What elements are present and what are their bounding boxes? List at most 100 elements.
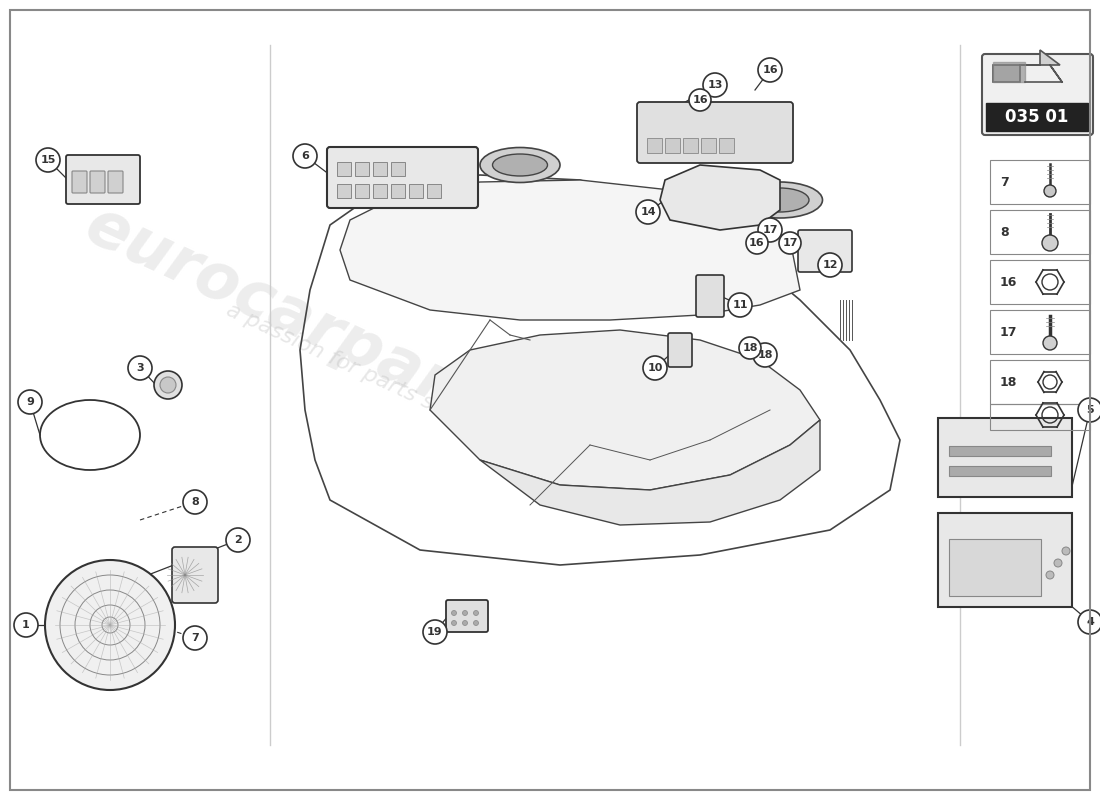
Polygon shape [480, 420, 820, 525]
Circle shape [754, 343, 777, 367]
Text: 1: 1 [22, 620, 30, 630]
FancyBboxPatch shape [938, 513, 1072, 607]
Text: 9: 9 [26, 397, 34, 407]
Circle shape [128, 356, 152, 380]
FancyBboxPatch shape [986, 103, 1088, 131]
FancyBboxPatch shape [949, 539, 1041, 596]
FancyBboxPatch shape [390, 184, 405, 198]
Text: 18: 18 [757, 350, 772, 360]
FancyBboxPatch shape [327, 147, 478, 208]
Circle shape [1054, 559, 1062, 567]
FancyBboxPatch shape [683, 138, 698, 153]
Text: 5: 5 [1086, 405, 1093, 415]
FancyBboxPatch shape [701, 138, 716, 153]
FancyBboxPatch shape [72, 171, 87, 193]
Circle shape [636, 200, 660, 224]
Ellipse shape [737, 182, 823, 218]
Circle shape [154, 371, 182, 399]
Text: 16: 16 [1000, 275, 1018, 289]
Text: 2: 2 [234, 535, 242, 545]
Circle shape [644, 356, 667, 380]
Circle shape [226, 528, 250, 552]
Circle shape [36, 148, 60, 172]
Text: 16: 16 [762, 65, 778, 75]
FancyBboxPatch shape [719, 138, 734, 153]
FancyBboxPatch shape [66, 155, 140, 204]
Text: 8: 8 [191, 497, 199, 507]
Ellipse shape [493, 154, 548, 176]
Circle shape [779, 232, 801, 254]
FancyBboxPatch shape [108, 171, 123, 193]
Text: 17: 17 [782, 238, 797, 248]
Text: 6: 6 [301, 151, 309, 161]
FancyBboxPatch shape [647, 138, 662, 153]
Circle shape [818, 253, 842, 277]
Circle shape [1046, 571, 1054, 579]
FancyBboxPatch shape [949, 466, 1050, 476]
Circle shape [183, 490, 207, 514]
Text: 3: 3 [136, 363, 144, 373]
FancyBboxPatch shape [427, 184, 441, 198]
Circle shape [473, 621, 478, 626]
Circle shape [18, 390, 42, 414]
Text: 035 01: 035 01 [1005, 108, 1069, 126]
FancyBboxPatch shape [409, 184, 424, 198]
Circle shape [45, 560, 175, 690]
Text: 17: 17 [762, 225, 778, 235]
Text: 16: 16 [692, 95, 707, 105]
Circle shape [703, 73, 727, 97]
FancyBboxPatch shape [373, 184, 387, 198]
FancyBboxPatch shape [798, 230, 852, 272]
Circle shape [160, 377, 176, 393]
Circle shape [746, 232, 768, 254]
FancyBboxPatch shape [637, 102, 793, 163]
Text: 18: 18 [1000, 375, 1018, 389]
FancyBboxPatch shape [668, 333, 692, 367]
FancyBboxPatch shape [666, 138, 680, 153]
Circle shape [473, 610, 478, 615]
Circle shape [689, 89, 711, 111]
Circle shape [462, 610, 468, 615]
Circle shape [728, 293, 752, 317]
Text: 14: 14 [640, 207, 656, 217]
Text: eurocarparts: eurocarparts [76, 194, 524, 446]
Text: 8: 8 [1000, 226, 1009, 238]
Text: 10: 10 [647, 363, 662, 373]
Circle shape [1078, 610, 1100, 634]
FancyBboxPatch shape [373, 162, 387, 176]
Polygon shape [660, 165, 780, 230]
FancyBboxPatch shape [172, 547, 218, 603]
FancyBboxPatch shape [337, 162, 351, 176]
Text: 18: 18 [742, 343, 758, 353]
Text: 17: 17 [1000, 326, 1018, 338]
Ellipse shape [751, 188, 808, 212]
FancyBboxPatch shape [938, 418, 1072, 497]
Circle shape [1078, 398, 1100, 422]
FancyBboxPatch shape [90, 171, 104, 193]
Circle shape [462, 621, 468, 626]
Text: 16: 16 [749, 238, 764, 248]
FancyBboxPatch shape [355, 184, 368, 198]
Circle shape [1043, 336, 1057, 350]
Text: 7: 7 [1000, 175, 1009, 189]
Text: 12: 12 [823, 260, 838, 270]
Circle shape [451, 621, 456, 626]
Circle shape [1062, 547, 1070, 555]
Circle shape [183, 626, 207, 650]
Circle shape [451, 610, 456, 615]
Circle shape [758, 218, 782, 242]
Text: a passion for parts since 1978: a passion for parts since 1978 [223, 300, 537, 460]
Circle shape [1042, 235, 1058, 251]
Polygon shape [993, 50, 1060, 82]
Polygon shape [340, 180, 800, 320]
Ellipse shape [480, 147, 560, 182]
FancyBboxPatch shape [355, 162, 368, 176]
Circle shape [739, 337, 761, 359]
Circle shape [293, 144, 317, 168]
FancyBboxPatch shape [696, 275, 724, 317]
FancyBboxPatch shape [337, 184, 351, 198]
FancyBboxPatch shape [390, 162, 405, 176]
Text: 13: 13 [707, 80, 723, 90]
FancyBboxPatch shape [446, 600, 488, 632]
Text: 7: 7 [191, 633, 199, 643]
